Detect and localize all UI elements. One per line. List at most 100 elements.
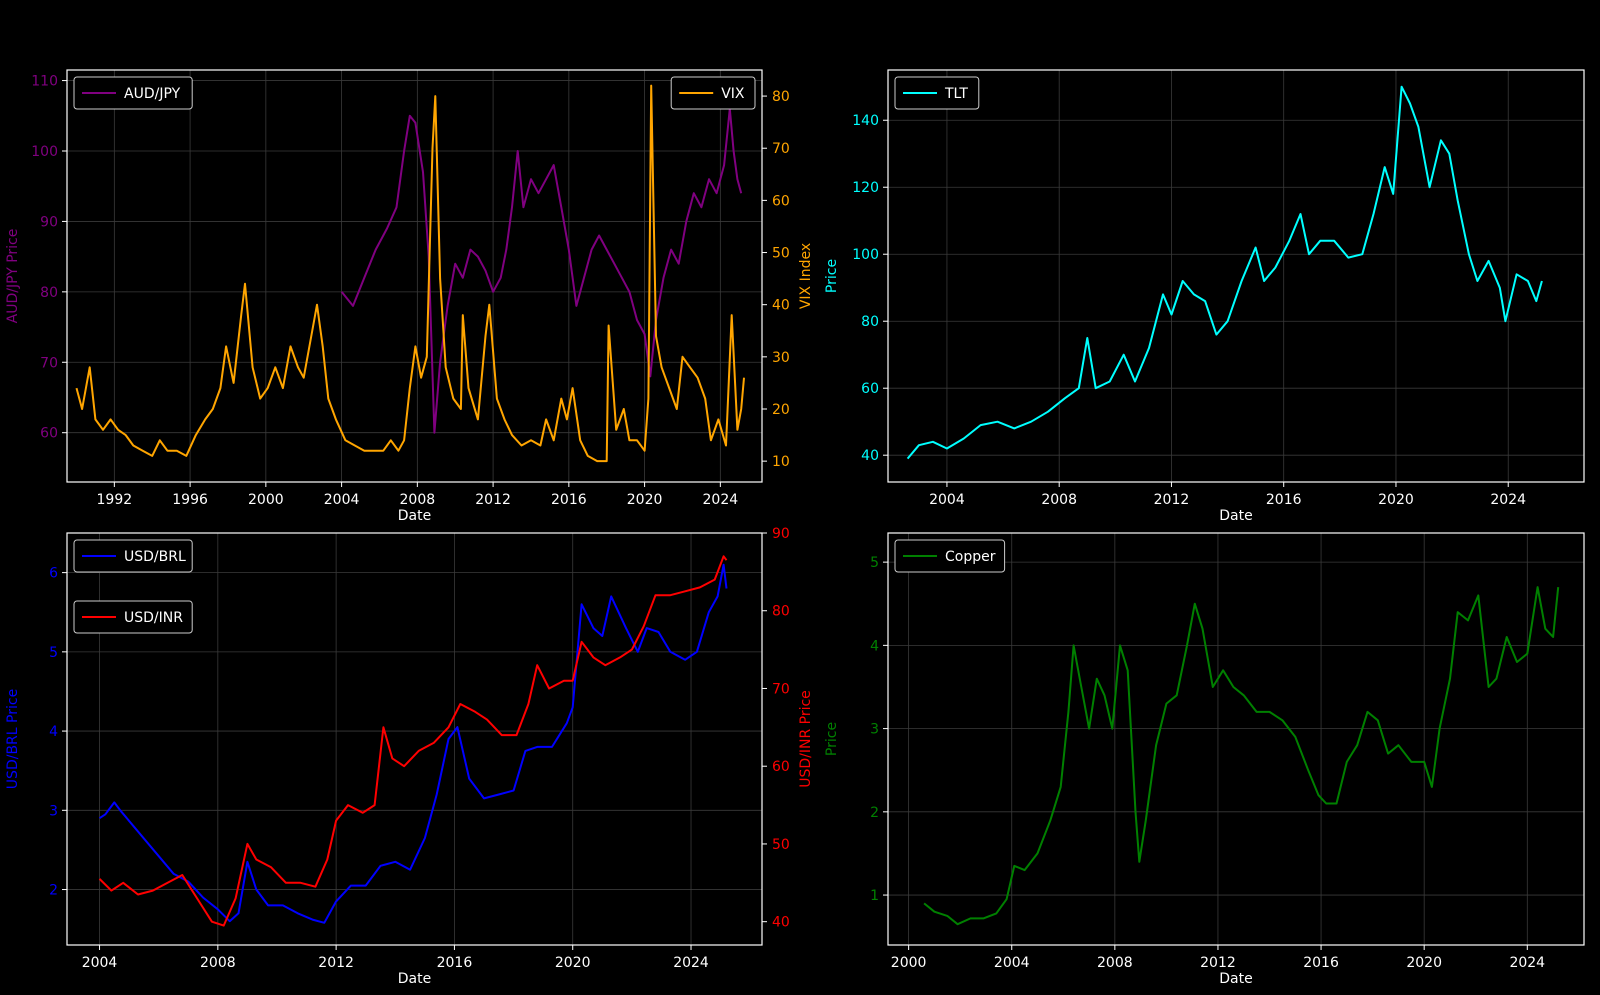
- y-tick-label: 110: [31, 74, 58, 90]
- legend-label-usd-brl: USD/BRL: [124, 549, 186, 565]
- y-axis-ticks-left: 40 60 80 100 120 140: [852, 113, 888, 464]
- y-tick-label: 40: [861, 448, 879, 464]
- y-tick-label: 3: [49, 803, 58, 819]
- y-tick-label: 100: [852, 247, 879, 263]
- x-tick-label: 2008: [400, 492, 436, 508]
- plot-frame: [66, 532, 763, 946]
- y-tick-label: 70: [772, 141, 790, 157]
- y-axis-ticks-left: 1 2 3 4 5: [870, 555, 888, 904]
- y-tick-label: 60: [772, 193, 790, 209]
- x-tick-label: 2004: [82, 955, 118, 971]
- y-tick-label: 80: [40, 285, 58, 301]
- legend-label-aud-jpy: AUD/JPY: [124, 86, 181, 102]
- y-tick-label: 80: [861, 314, 879, 330]
- y-axis-ticks-left: 2 3 4 5 6: [49, 566, 67, 899]
- y-tick-label: 4: [870, 638, 879, 654]
- x-tick-label: 2012: [1200, 955, 1236, 971]
- series-line-usd-brl: [98, 563, 728, 924]
- legend-label-copper: Copper: [945, 549, 996, 565]
- legend-frame: [73, 539, 193, 573]
- y-tick-label: 5: [49, 645, 58, 661]
- x-tick-label: 2000: [248, 492, 284, 508]
- x-tick-label: 2004: [994, 955, 1030, 971]
- gridlines: [888, 533, 1584, 945]
- y-tick-label: 5: [870, 555, 879, 571]
- x-axis-label: Date: [1219, 971, 1252, 987]
- y-axis-ticks-left: 60 70 80 90 100 110: [31, 74, 67, 442]
- x-tick-label: 2008: [1041, 492, 1077, 508]
- x-tick-label: 2024: [1490, 492, 1526, 508]
- plot-frame: [887, 69, 1585, 483]
- y-tick-label: 70: [772, 681, 790, 697]
- legend-right: VIX: [670, 76, 756, 110]
- gridlines: [888, 70, 1584, 482]
- y-tick-label: 30: [772, 350, 790, 366]
- plot-frame: [887, 532, 1585, 946]
- legend-label-vix: VIX: [721, 86, 745, 102]
- y-tick-label: 6: [49, 566, 58, 582]
- y-tick-label: 20: [772, 402, 790, 418]
- x-tick-label: 2024: [673, 955, 709, 971]
- y-tick-label: 3: [870, 722, 879, 738]
- x-tick-label: 2016: [1266, 492, 1302, 508]
- y-axis-label-left: Price: [824, 722, 840, 756]
- y-tick-label: 1: [870, 888, 879, 904]
- x-tick-label: 2020: [627, 492, 663, 508]
- x-tick-label: 2020: [555, 955, 591, 971]
- y-axis-label-left: Price: [824, 259, 840, 293]
- chart-copper: 2000 2004 2008 2012 2016 2020 2024 Date 1 2 3 4 5 Pri…: [824, 532, 1585, 987]
- x-tick-label: 2000: [891, 955, 927, 971]
- y-tick-label: 60: [772, 759, 790, 775]
- chart-usdbrl_usdinr: 2004 2008 2012 2016 2020 2024 Date 2 3 4 5 6 USD/BRL…: [5, 526, 814, 987]
- x-tick-label: 2008: [1097, 955, 1133, 971]
- y-tick-label: 50: [772, 246, 790, 262]
- y-axis-ticks-right: 10 20 30 40 50 60 70 80: [762, 89, 790, 470]
- x-tick-label: 2016: [437, 955, 473, 971]
- legend-left: USD/BRL: [73, 539, 193, 573]
- legend-frame: [73, 600, 193, 634]
- x-axis-ticks: 2004 2008 2012 2016 2020 2024: [82, 945, 709, 971]
- y-tick-label: 4: [49, 724, 58, 740]
- x-tick-label: 1996: [172, 492, 208, 508]
- x-tick-label: 2020: [1406, 955, 1442, 971]
- legend-label-usd-inr: USD/INR: [124, 610, 183, 626]
- series-line-usd-inr: [98, 555, 728, 927]
- y-axis-ticks-right: 40 50 60 70 80 90: [762, 526, 790, 931]
- y-tick-label: 70: [40, 355, 58, 371]
- series-line-copper: [923, 586, 1560, 926]
- x-tick-label: 2012: [475, 492, 511, 508]
- y-tick-label: 80: [772, 604, 790, 620]
- x-tick-label: 2016: [551, 492, 587, 508]
- x-tick-label: 2012: [318, 955, 354, 971]
- y-tick-label: 60: [861, 381, 879, 397]
- x-tick-label: 2024: [1509, 955, 1545, 971]
- x-axis-label: Date: [398, 508, 431, 524]
- chart-tlt: 2004 2008 2012 2016 2020 2024 Date 40 60 80 100 120…: [824, 69, 1585, 524]
- x-axis-label: Date: [1219, 508, 1252, 524]
- x-tick-label: 2012: [1154, 492, 1190, 508]
- y-tick-label: 90: [40, 214, 58, 230]
- chart-audjpy_vix: 1992 1996 2000 2004 2008 2012 2016 2020 2024 Date…: [5, 69, 814, 524]
- y-tick-label: 120: [852, 180, 879, 196]
- x-tick-label: 2008: [200, 955, 236, 971]
- y-tick-label: 100: [31, 144, 58, 160]
- x-axis-ticks: 1992 1996 2000 2004 2008 2012 2016 2020 2024: [97, 482, 738, 508]
- y-axis-label-left: AUD/JPY Price: [5, 229, 21, 324]
- y-tick-label: 90: [772, 526, 790, 542]
- x-tick-label: 1992: [97, 492, 133, 508]
- legend-left: AUD/JPY: [73, 76, 193, 110]
- x-axis-ticks: 2004 2008 2012 2016 2020 2024: [929, 482, 1526, 508]
- y-tick-label: 40: [772, 915, 790, 931]
- gridlines: [67, 533, 762, 945]
- y-axis-label-right: VIX Index: [798, 243, 814, 309]
- legend-frame: [73, 76, 193, 110]
- x-axis-ticks: 2000 2004 2008 2012 2016 2020 2024: [891, 945, 1545, 971]
- legend: Copper: [894, 539, 1006, 573]
- series-line-vix: [75, 84, 745, 463]
- x-tick-label: 2004: [324, 492, 360, 508]
- y-tick-label: 2: [49, 883, 58, 899]
- series-line-tlt: [906, 85, 1543, 460]
- x-tick-label: 2020: [1378, 492, 1414, 508]
- legend: TLT: [894, 76, 980, 110]
